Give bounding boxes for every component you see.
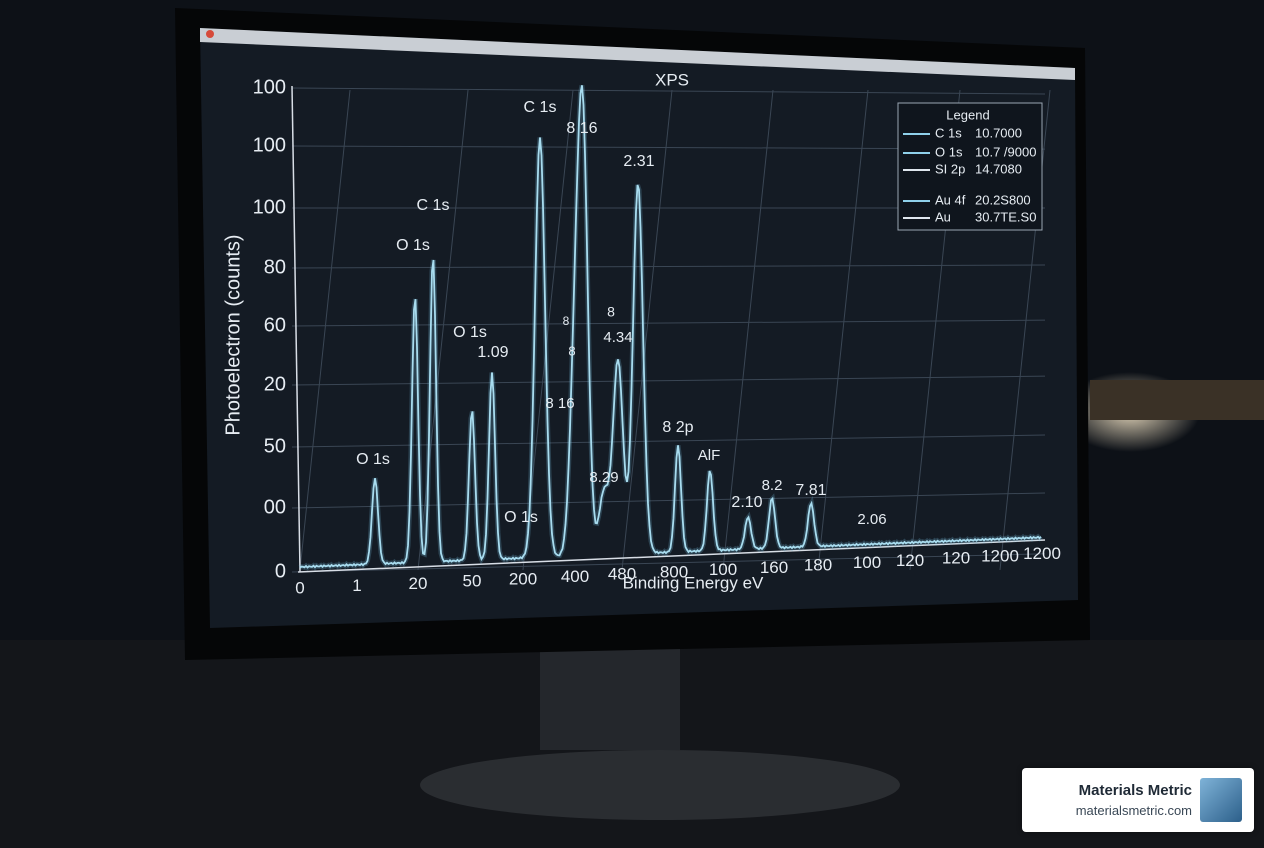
watermark: Materials Metric materialsmetric.com — [1022, 768, 1254, 832]
peak-label: C 1s — [417, 197, 450, 214]
grid-line — [291, 553, 1046, 573]
x-tick-label: 100 — [853, 553, 881, 572]
peak-label: O 1s — [453, 324, 487, 341]
peak-label: 8 2p — [662, 419, 693, 436]
x-tick-label: 0 — [295, 578, 304, 597]
y-tick-label: 60 — [264, 314, 286, 336]
peak-label: O 1s — [504, 509, 538, 526]
y-tick-label: 00 — [264, 496, 286, 518]
y-tick-label: 100 — [253, 76, 286, 98]
spectrum-chart: XPS Photoelectron (counts) Binding Energy … — [222, 70, 1061, 597]
peak-label: 8 — [568, 343, 575, 358]
peak-label: 7.81 — [795, 482, 826, 499]
x-tick-label: 800 — [660, 562, 688, 581]
peak-label: 2.06 — [857, 511, 886, 528]
y-tick-label: 80 — [264, 256, 286, 278]
spectrum-line — [299, 85, 1042, 569]
x-tick-label: 480 — [608, 565, 636, 584]
peak-label: C 1s — [524, 99, 557, 116]
peak-label: 4.34 — [603, 329, 632, 346]
x-tick-label: 50 — [463, 572, 482, 591]
peak-label: 1.09 — [477, 344, 508, 361]
lamp — [1090, 380, 1264, 420]
legend-name: SI 2p — [935, 161, 965, 176]
peak-label: AlF — [698, 447, 721, 464]
legend-value: 30.7TE.S0 — [975, 209, 1036, 224]
x-tick-label: 1200 — [981, 546, 1019, 565]
watermark-title: Materials Metric — [1078, 782, 1192, 799]
y-tick-label: 20 — [264, 373, 286, 395]
y-tick-label: 100 — [253, 134, 286, 156]
y-axis-label: Photoelectron (counts) — [222, 234, 244, 435]
peak-label: 8 — [607, 304, 615, 320]
x-tick-label: 1 — [352, 576, 361, 595]
peak-label: O 1s — [396, 237, 430, 254]
window-button — [206, 30, 214, 38]
y-tick-label: 100 — [253, 196, 286, 218]
y-tick-label: 0 — [275, 560, 286, 582]
x-tick-label: 20 — [409, 574, 428, 593]
legend-name: O 1s — [935, 144, 963, 159]
legend-value: 14.7080 — [975, 161, 1022, 176]
monitor-base — [420, 750, 900, 820]
peak-label: 2.10 — [731, 494, 762, 511]
x-tick-label: 1200 — [1023, 544, 1061, 563]
legend-name: Au 4f — [935, 192, 966, 207]
legend-box — [897, 102, 1043, 231]
watermark-url: materialsmetric.com — [1075, 803, 1192, 818]
grid-line — [291, 492, 1046, 509]
grid-line — [291, 434, 1046, 448]
peak-label: 8 16 — [545, 395, 574, 412]
chart-title: XPS — [655, 70, 689, 89]
peak-label: 8.2 — [762, 477, 783, 494]
legend-value: 20.2S800 — [975, 192, 1031, 207]
x-axis — [297, 539, 1046, 573]
y-axis — [291, 85, 301, 573]
peak-label: 8 16 — [566, 120, 597, 137]
grid-line — [817, 89, 869, 571]
grid-line — [299, 89, 351, 571]
grid-line — [722, 89, 774, 571]
legend-value: 10.7000 — [975, 125, 1022, 140]
x-tick-label: 400 — [561, 567, 589, 586]
grid-line — [417, 89, 469, 571]
legend-name: Au — [935, 209, 951, 224]
peak-label: 8 — [563, 314, 570, 328]
x-tick-label: 180 — [804, 555, 832, 574]
grid-line — [291, 319, 1046, 327]
x-tick-label: 200 — [509, 569, 537, 588]
grid-line — [522, 89, 574, 571]
watermark-logo — [1200, 778, 1242, 822]
x-tick-label: 120 — [942, 549, 970, 568]
grid-line — [621, 89, 673, 571]
grid-line — [291, 264, 1046, 269]
peak-label: O 1s — [356, 451, 390, 468]
x-tick-label: 120 — [896, 551, 924, 570]
grid-line — [291, 87, 1046, 95]
x-axis-label: Binding Energy eV — [623, 573, 764, 592]
peak-label: 8.29 — [589, 469, 618, 486]
y-tick-label: 50 — [264, 435, 286, 457]
peak-label: 2.31 — [623, 153, 654, 170]
browser-bar — [200, 28, 1075, 80]
legend-name: C 1s — [935, 125, 962, 140]
x-tick-label: 100 — [709, 560, 737, 579]
x-tick-label: 160 — [760, 558, 788, 577]
legend-value: 10.7 /9000 — [975, 144, 1036, 159]
legend-title: Legend — [946, 107, 989, 122]
